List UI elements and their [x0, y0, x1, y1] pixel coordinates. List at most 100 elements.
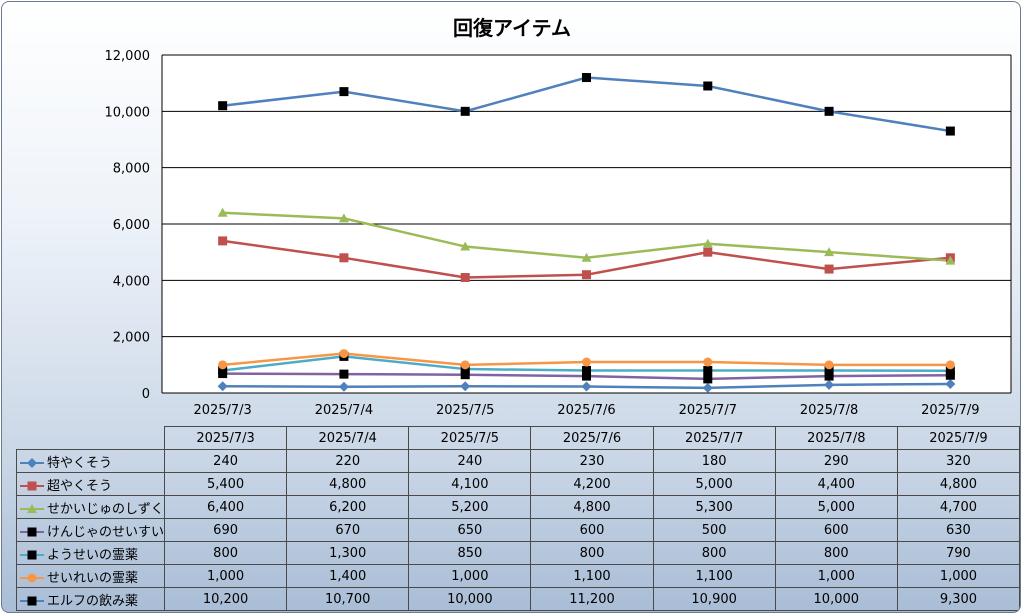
table-cell: 4,200	[530, 472, 654, 496]
table-cell: 800	[164, 541, 288, 565]
table-cell: 1,000	[408, 564, 532, 588]
data-point	[582, 365, 591, 375]
data-point	[702, 238, 713, 248]
table-cell: 240	[408, 449, 532, 473]
table-cell: 11,200	[530, 587, 654, 611]
table-cell: 800	[530, 541, 654, 565]
x-tick-label: 2025/7/3	[193, 403, 251, 418]
data-point	[460, 381, 471, 392]
table-corner	[16, 426, 166, 450]
x-tick-label: 2025/7/4	[315, 403, 373, 418]
table-cell: 5,400	[164, 472, 288, 496]
table-row: 超やくそう 5,400 4,800 4,100 4,200 5,000 4,400 4,800	[15, 472, 1020, 496]
y-tick-label: 8,000	[113, 162, 150, 177]
data-point	[824, 106, 834, 116]
table-cell: 290	[774, 449, 898, 473]
table-cell: 600	[774, 518, 898, 542]
data-point	[338, 381, 349, 392]
series-name: けんじゃのせいすい	[47, 524, 165, 540]
legend-key	[20, 481, 44, 491]
line-chart: 0 2,000 4,000 6,000 8,000 10,000 12,000 2025/7/…	[105, 49, 1012, 418]
table-cell: 1,100	[652, 564, 776, 588]
data-point	[581, 381, 592, 392]
data-point	[824, 264, 834, 274]
table-cell: 1,300	[286, 541, 410, 565]
x-tick-label: 2025/7/8	[800, 403, 858, 418]
data-point	[460, 370, 470, 380]
y-tick-label: 12,000	[105, 49, 151, 64]
table-cell: 4,800	[286, 472, 410, 496]
table-cell: 650	[408, 518, 532, 542]
data-point	[945, 370, 955, 380]
x-tick-label: 2025/7/7	[679, 403, 737, 418]
legend-key	[20, 573, 44, 583]
chart-title: 回復アイテム	[453, 16, 571, 40]
data-point	[945, 360, 955, 370]
column-header: 2025/7/7	[652, 426, 776, 450]
table-cell: 4,100	[408, 472, 532, 496]
table-cell: 850	[408, 541, 532, 565]
legend-key	[20, 550, 44, 560]
data-point	[703, 365, 713, 375]
data-point	[217, 381, 228, 392]
table-cell: 5,200	[408, 495, 532, 519]
table-cell: 500	[652, 518, 776, 542]
data-point	[339, 349, 349, 359]
table-row: せかいじゅのしずく 6,400 6,200 5,200 4,800 5,300 5,000 4…	[15, 495, 1020, 519]
data-point	[703, 81, 713, 91]
series-label: 超やくそう	[15, 472, 166, 496]
data-point	[824, 365, 834, 375]
data-point	[945, 255, 956, 265]
data-point	[703, 357, 713, 367]
data-table: 2025/7/3 2025/7/4 2025/7/5 2025/7/6 2025/7/7…	[15, 426, 1020, 611]
data-point	[582, 371, 591, 381]
data-point	[339, 87, 349, 97]
data-point	[339, 369, 349, 379]
y-tick-label: 4,000	[113, 274, 150, 289]
legend-key	[20, 504, 44, 513]
table-cell: 670	[286, 518, 410, 542]
table-cell: 5,000	[774, 495, 898, 519]
series-name: せいれいの霊薬	[47, 570, 139, 586]
table-cell: 600	[530, 518, 654, 542]
data-point	[945, 366, 955, 376]
data-point	[824, 360, 834, 370]
series-name: エルフの飲み薬	[47, 593, 139, 609]
table-cell: 4,400	[774, 472, 898, 496]
table-cell: 9,300	[896, 587, 1020, 611]
column-header: 2025/7/9	[896, 426, 1020, 450]
table-cell: 630	[896, 518, 1020, 542]
data-point	[218, 236, 228, 246]
data-point	[945, 126, 955, 136]
table-row: エルフの飲み薬 10,200 10,700 10,000 11,200 10,900 10,…	[15, 587, 1020, 611]
data-point	[460, 273, 470, 283]
table-row: ようせいの霊薬 800 1,300 850 800 800 800 790	[15, 541, 1020, 565]
table-cell: 10,200	[164, 587, 288, 611]
table-header-row: 2025/7/3 2025/7/4 2025/7/5 2025/7/6 2025/7/7…	[16, 426, 1020, 450]
series-name: ようせいの霊薬	[47, 547, 139, 563]
data-point	[460, 360, 470, 370]
data-point	[824, 247, 835, 257]
data-point	[703, 247, 713, 257]
data-point	[582, 357, 591, 367]
table-cell: 1,000	[896, 564, 1020, 588]
table-cell: 10,900	[652, 587, 776, 611]
series-label: せいれいの霊薬	[15, 564, 166, 588]
table-row: 特やくそう 240 220 240 230 180 290 320	[15, 449, 1020, 473]
column-header: 2025/7/4	[286, 426, 410, 450]
table-cell: 800	[652, 541, 776, 565]
series-label: ようせいの霊薬	[15, 541, 166, 565]
table-cell: 220	[286, 449, 410, 473]
series-label: 特やくそう	[15, 449, 166, 473]
data-point	[460, 106, 470, 116]
data-point	[945, 378, 956, 389]
column-header: 2025/7/3	[164, 426, 288, 450]
table-cell: 230	[530, 449, 654, 473]
table-cell: 4,800	[896, 472, 1020, 496]
table-cell: 6,400	[164, 495, 288, 519]
legend-key	[20, 596, 44, 606]
legend-key	[20, 527, 44, 537]
table-cell: 800	[774, 541, 898, 565]
y-tick-label: 6,000	[113, 218, 150, 233]
